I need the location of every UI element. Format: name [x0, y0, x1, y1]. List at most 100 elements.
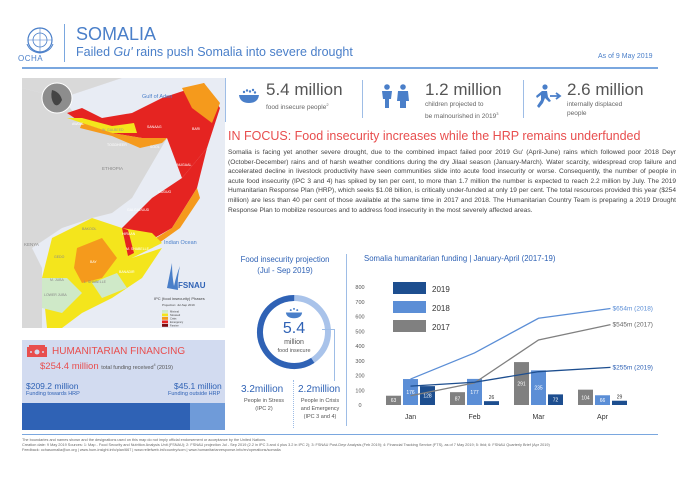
bar-value-label: 29	[617, 395, 623, 401]
legend-title: IPC (food insecurity) Phases	[154, 296, 205, 301]
bar-value-label: 87	[455, 397, 461, 403]
org-name: OCHA	[18, 54, 44, 63]
funding-chart: 0 100 200 300 400 500 600 700 800 63 176 128 Jan 87 17…	[355, 282, 653, 421]
stat-food-insecure-label: food insecure people2	[266, 100, 329, 112]
legend-swatch-2018	[393, 301, 426, 313]
map-label-mudug: MUDUG	[158, 190, 171, 194]
projection-title: Food insecurity projection (Jul - Sep 20…	[230, 254, 340, 276]
cumulative-line-2018	[410, 307, 611, 380]
footer-sources: Creation date: 9 May 2019 Sources: 1: Ma…	[22, 443, 550, 447]
financing-total-value: $254.4 million	[40, 361, 99, 372]
financing-total-label-text: total funding received	[101, 365, 154, 371]
map-label-banadir: BANADIR	[119, 270, 135, 274]
food-bowl-small-icon	[285, 307, 303, 319]
y-tick-label: 0	[358, 403, 361, 409]
legend-label-crisis: Crisis	[170, 317, 177, 321]
map-label-woqooyi: W. GALBEED	[102, 128, 124, 132]
y-tick-label: 800	[355, 285, 364, 291]
financing-title: HUMANITARIAN FINANCING	[52, 346, 186, 357]
stat-displaced-value: 2.6 million	[567, 80, 644, 99]
stress-value: 3.2million	[241, 384, 284, 395]
y-tick-label: 600	[355, 315, 364, 321]
crisis-label-2: and Emergency	[300, 406, 340, 412]
bar-2019-feb	[484, 401, 499, 405]
map-label-kenya: KENYA	[24, 242, 39, 247]
footer-links[interactable]: Feedback: ochasomalia@un.org | www.hum-i…	[22, 448, 281, 452]
line-end-label-2018: $654m (2018)	[613, 306, 653, 313]
chart-divider	[346, 254, 347, 426]
financing-bar-hrp	[22, 403, 190, 430]
bar-2018-apr	[595, 395, 610, 405]
un-emblem-logo	[26, 27, 54, 54]
stat-children-label-1: children projected to	[425, 101, 484, 108]
financing-hrp-value: $209.2 million	[26, 381, 79, 391]
stat-food-insecure-sup: 2	[326, 102, 329, 107]
page-title: SOMALIA	[76, 24, 157, 44]
fsnau-leaf-icon	[167, 263, 180, 290]
map-label-hiraan: HIRAAN	[122, 232, 136, 236]
bar-value-label: 176	[406, 390, 415, 396]
legend-label-famine: Famine	[170, 324, 179, 328]
map-label-bakool: BAKOOL	[82, 227, 96, 231]
map-label-sool: SOOL	[150, 145, 160, 149]
ipc-map: Gulf of Aden ETHIOPIA KENYA Indian Ocean…	[22, 78, 225, 328]
projection-donut	[257, 295, 331, 369]
stats-divider-2	[523, 80, 524, 118]
projection-connector-h	[322, 329, 334, 330]
line-end-label-2019: $255m (2019)	[613, 364, 653, 371]
stat-displaced-label-2: people	[567, 110, 587, 117]
financing-outside-label: Funding outside HRP	[168, 391, 221, 397]
bar-value-label: 291	[517, 382, 526, 388]
y-tick-label: 300	[355, 359, 364, 365]
ipc-map-graphic: Gulf of Aden ETHIOPIA KENYA Indian Ocean…	[22, 78, 225, 328]
x-tick-label: Mar	[532, 414, 545, 421]
bar-value-label: 26	[489, 395, 495, 401]
financing-hrp-label: Funding towards HRP	[26, 391, 80, 397]
subtitle-post: rains push Somalia into severe drought	[132, 45, 353, 59]
bar-2019-jan	[420, 386, 435, 405]
financing-total-year: (2019)	[157, 365, 173, 371]
bar-value-label: 66	[600, 398, 606, 404]
cumulative-line-2017	[410, 323, 611, 397]
projection-label: food insecure	[277, 348, 311, 354]
map-label-awdal: AWDAL	[72, 122, 84, 126]
bar-2017-mar	[514, 362, 529, 405]
header-divider	[64, 24, 65, 62]
legend-swatch-emergency	[162, 320, 168, 324]
bar-2018-feb	[467, 378, 482, 405]
bar-value-label: 235	[534, 386, 543, 392]
bar-2017-apr	[578, 389, 593, 405]
bar-2017-jan	[386, 395, 401, 405]
map-label-bari: BARI	[192, 127, 200, 131]
map-label-middle-shabelle: M. SHABELLE	[126, 247, 150, 251]
financing-total-sup: 4	[153, 363, 156, 368]
projection-connector-v	[334, 329, 335, 381]
y-tick-label: 500	[355, 329, 364, 335]
legend-swatch-famine	[162, 324, 168, 327]
projection-unit: million	[284, 339, 304, 346]
financing-bar-outside	[190, 403, 225, 430]
financing-outside-value: $45.1 million	[174, 381, 222, 391]
subtitle-pre: Failed	[76, 45, 114, 59]
bar-value-label: 177	[470, 390, 479, 396]
map-label-gedo: GEDO	[54, 255, 65, 259]
focus-body: Somalia is facing yet another severe dro…	[228, 149, 676, 214]
bar-value-label: 72	[553, 398, 559, 404]
map-label-nugaal: NUGAAL	[177, 163, 191, 167]
projection-title-line1: Food insecurity projection	[240, 255, 330, 264]
financing-total: $254.4 million total funding received4 (…	[40, 361, 173, 372]
stat-children-text: be malnourished in 2019	[425, 113, 497, 121]
projection-dotted-divider	[293, 380, 294, 428]
crisis-value: 2.2million	[298, 384, 341, 395]
donut-stress-arc	[257, 295, 331, 369]
y-tick-label: 400	[355, 344, 364, 350]
y-tick-label: 700	[355, 300, 364, 306]
bar-2017-feb	[450, 392, 465, 405]
legend-swatch-2017	[393, 320, 426, 332]
subtitle-em: Gu'	[113, 45, 133, 59]
cumulative-line-2019	[410, 366, 611, 387]
legend-swatch-minimal	[162, 310, 168, 313]
stats-divider-1	[362, 80, 363, 118]
legend-label-stressed: Stressed	[170, 313, 181, 317]
x-tick-label: Feb	[468, 414, 480, 421]
